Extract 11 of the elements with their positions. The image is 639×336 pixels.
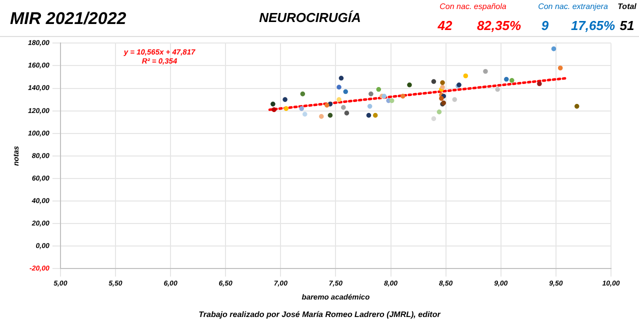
text: 82,35%	[476, 18, 522, 33]
text: 42	[436, 18, 454, 33]
chart-title: MIR 2021/2022	[10, 9, 126, 29]
text: Total	[616, 2, 638, 11]
text: 17,65%	[570, 18, 616, 33]
chart-subtitle: NEUROCIRUGÍA	[259, 10, 361, 25]
text: Trabajo realizado por José María Romeo Ladrero (JMRL), editor	[198, 310, 442, 319]
text: 51	[618, 18, 636, 33]
text: Con nac. extranjera	[538, 2, 608, 11]
text: Con nac. española	[438, 2, 508, 11]
text: 9	[540, 18, 550, 33]
